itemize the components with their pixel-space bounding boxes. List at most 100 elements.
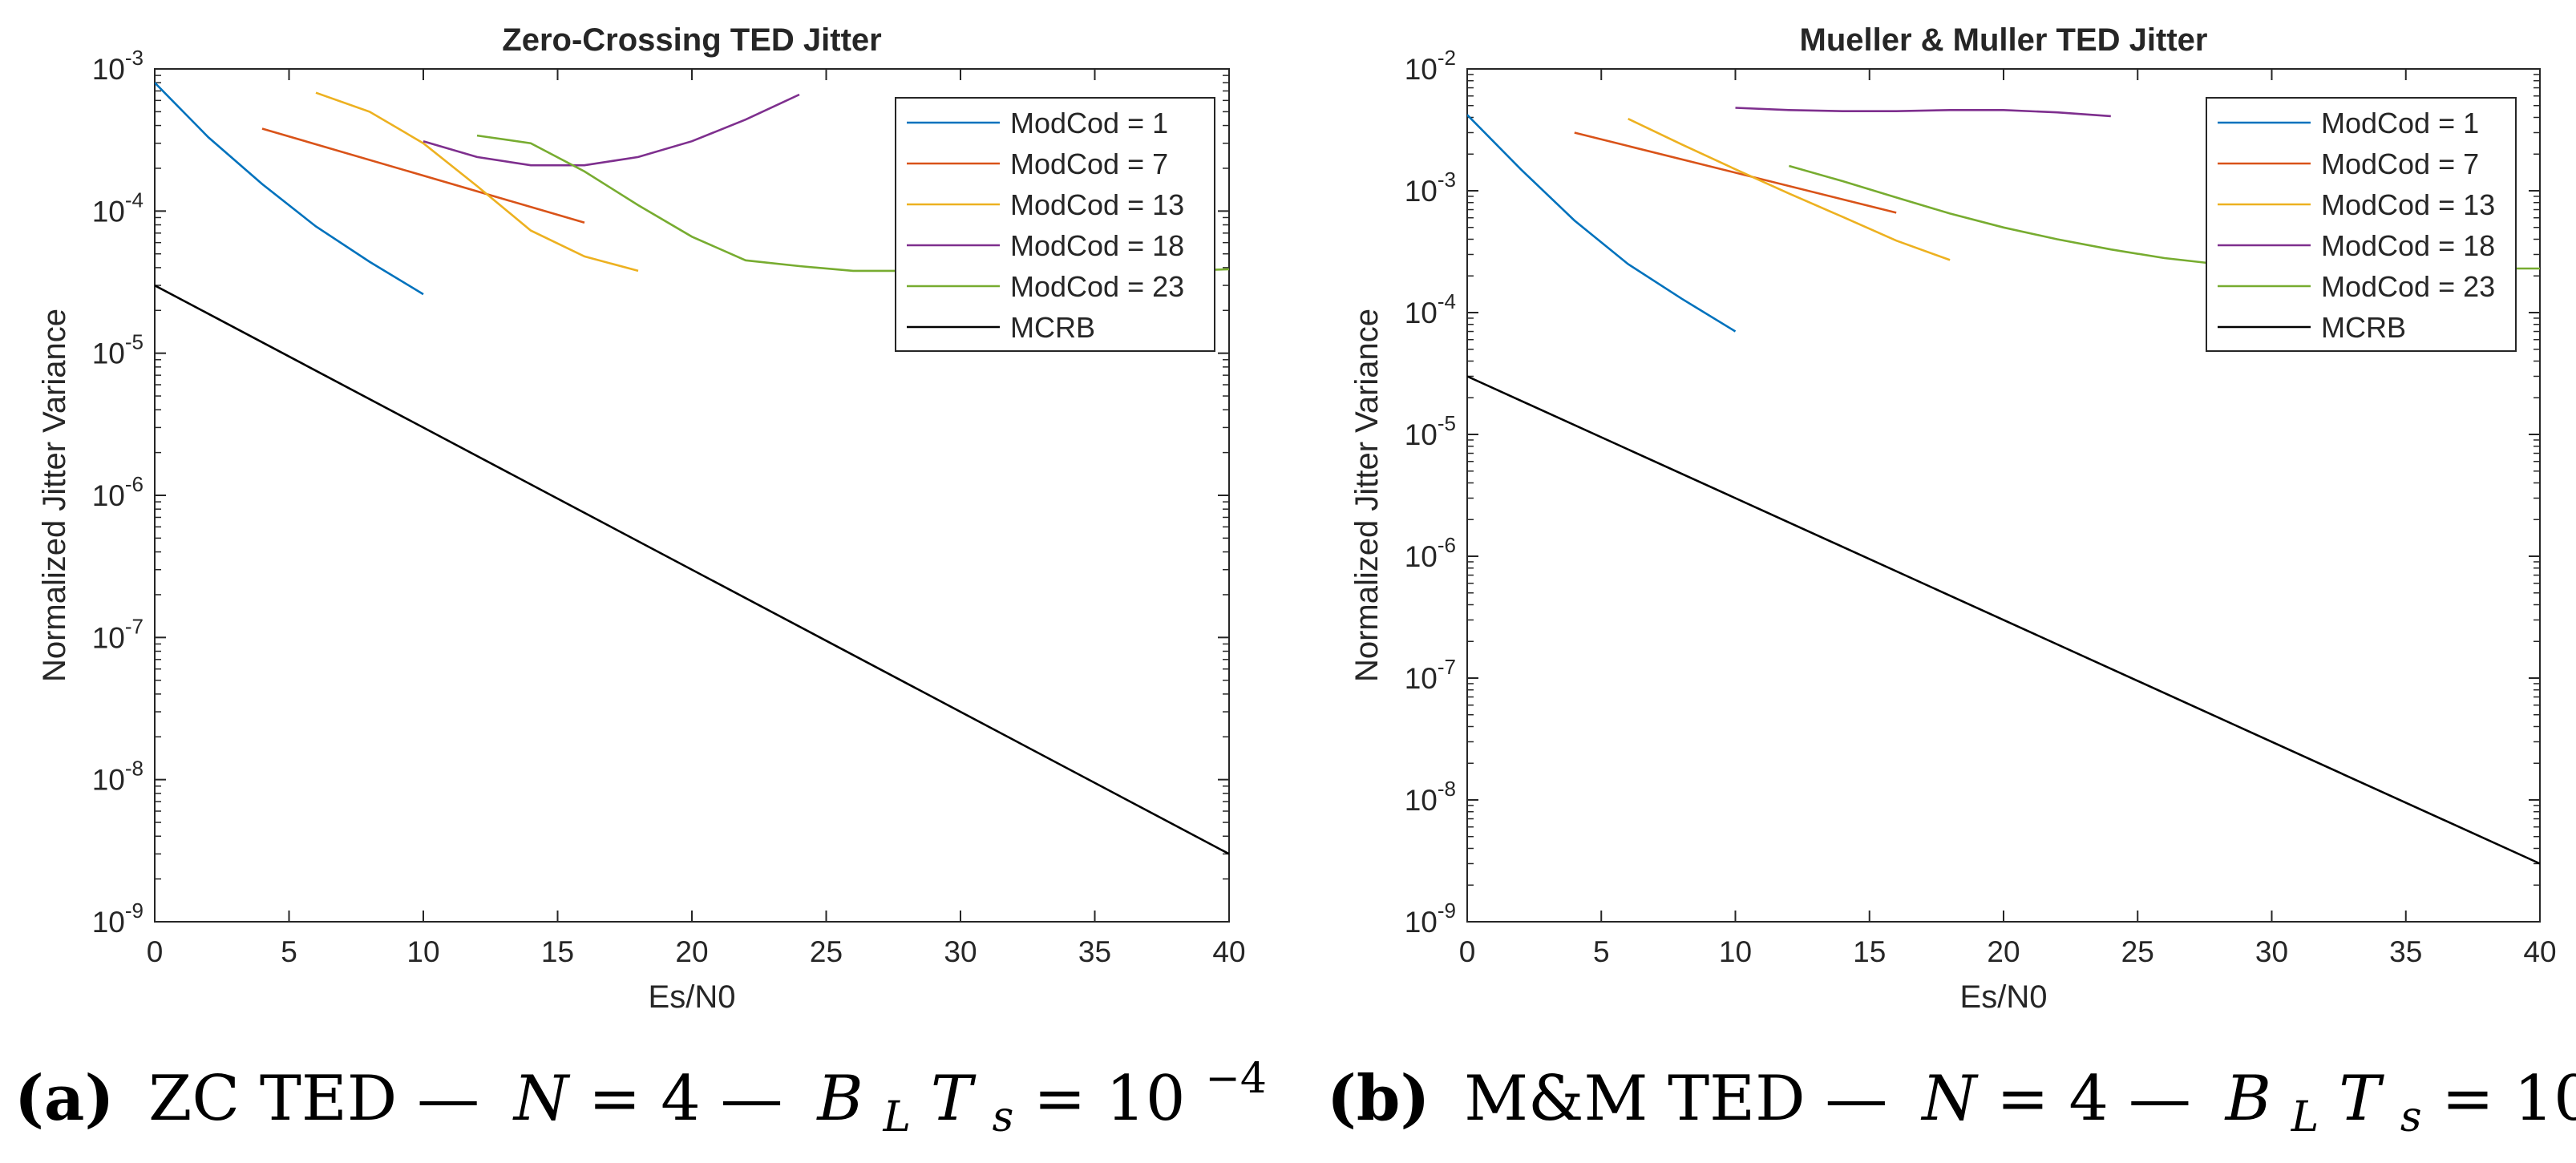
x-tick-label: 30 xyxy=(944,935,977,968)
y-tick-label: 10-4 xyxy=(92,188,144,228)
y-tick-base: 10 xyxy=(1405,540,1438,573)
x-tick-label: 10 xyxy=(1719,935,1752,968)
x-tick-label: 20 xyxy=(1987,935,2020,968)
y-tick-label: 10-7 xyxy=(1405,655,1456,695)
series-line-modcod-1 xyxy=(1467,114,1737,333)
x-tick-label: 15 xyxy=(541,935,574,968)
y-tick-base: 10 xyxy=(92,621,125,654)
y-axis-label: Normalized Jitter Variance xyxy=(37,309,72,682)
x-tick-label: 5 xyxy=(1593,935,1610,968)
y-tick-exponent: -7 xyxy=(1438,655,1456,679)
y-tick-label: 10-8 xyxy=(1405,777,1456,817)
y-tick-label: 10-2 xyxy=(1405,46,1456,86)
caption-a: (a) ZC TED — N = 4 — B L T s = 10 −4 xyxy=(14,1055,1267,1146)
x-tick-label: 40 xyxy=(1212,935,1245,968)
y-tick-exponent: -8 xyxy=(1438,777,1456,801)
caption-b-bl-subscript: L xyxy=(2291,1093,2319,1141)
series-line-modcod-13 xyxy=(315,91,639,273)
x-tick-label: 25 xyxy=(810,935,843,968)
caption-b-value: = 10 xyxy=(2441,1063,2576,1135)
legend-entry: ModCod = 18 xyxy=(2321,229,2495,262)
y-tick-label: 10-6 xyxy=(1405,533,1456,573)
y-tick-base: 10 xyxy=(92,906,125,939)
series-line-modcod-7 xyxy=(1574,131,1897,214)
y-tick-exponent: -4 xyxy=(125,188,144,212)
legend-entry: ModCod = 23 xyxy=(1010,270,1184,303)
caption-a-text: ZC TED — xyxy=(148,1063,479,1135)
y-tick-label: 10-6 xyxy=(92,472,144,512)
y-tick-exponent: -7 xyxy=(125,614,144,638)
y-tick-base: 10 xyxy=(1405,418,1438,451)
y-tick-exponent: -2 xyxy=(1438,46,1456,70)
panel-a-chart: Zero-Crossing TED Jitter 0 5 10 15 20 25 30 35 40… xyxy=(37,22,1246,1015)
caption-a-exponent: −4 xyxy=(1205,1055,1267,1103)
caption-a-ts-subscript: s xyxy=(993,1093,1014,1141)
x-tick-label: 35 xyxy=(1078,935,1111,968)
x-tick-label: 35 xyxy=(2389,935,2422,968)
y-tick-label: 10-4 xyxy=(1405,289,1456,329)
legend-entry: MCRB xyxy=(2321,311,2406,344)
y-tick-exponent: -8 xyxy=(125,757,144,781)
caption-a-ts-symbol: T xyxy=(931,1063,977,1135)
caption-b-bl-symbol: B xyxy=(2224,1063,2271,1135)
x-tick-label: 30 xyxy=(2255,935,2288,968)
y-tick-label: 10-5 xyxy=(1405,411,1456,451)
y-tick-label: 10-8 xyxy=(92,757,144,797)
x-axis-label: Es/N0 xyxy=(1960,979,2048,1015)
x-tick-label: 0 xyxy=(1459,935,1476,968)
legend-entry: ModCod = 7 xyxy=(2321,147,2479,180)
y-tick-base: 10 xyxy=(92,764,125,797)
y-tick-label: 10-3 xyxy=(1405,168,1456,208)
legend-entry: ModCod = 1 xyxy=(1010,107,1168,139)
legend-entry: ModCod = 1 xyxy=(2321,107,2479,139)
y-tick-exponent: -6 xyxy=(125,472,144,496)
y-tick-label: 10-9 xyxy=(1405,898,1456,939)
y-tick-exponent: -3 xyxy=(125,46,144,70)
caption-b-ts-subscript: s xyxy=(2400,1093,2422,1141)
legend-box xyxy=(895,97,1215,352)
x-tick-label: 25 xyxy=(2121,935,2154,968)
y-tick-label: 10-5 xyxy=(92,330,144,370)
legend-entry: MCRB xyxy=(1010,311,1095,344)
y-tick-base: 10 xyxy=(92,195,125,228)
x-tick-label: 40 xyxy=(2523,935,2556,968)
y-tick-base: 10 xyxy=(92,337,125,370)
y-tick-exponent: -9 xyxy=(125,898,144,923)
x-tick-label: 10 xyxy=(406,935,439,968)
y-tick-base: 10 xyxy=(1405,784,1438,817)
y-tick-exponent: -5 xyxy=(1438,411,1456,435)
series-line-mcrb xyxy=(155,284,1229,855)
y-tick-base: 10 xyxy=(1405,906,1438,939)
x-tick-label: 20 xyxy=(675,935,708,968)
caption-a-n-value: = 4 — xyxy=(588,1063,783,1135)
series-line-modcod-18 xyxy=(1735,107,2111,118)
caption-b-text: M&M TED — xyxy=(1464,1063,1887,1135)
y-tick-exponent: -5 xyxy=(125,330,144,354)
x-tick-label: 5 xyxy=(281,935,297,968)
legend-entry: ModCod = 7 xyxy=(1010,147,1168,180)
legend-entry: ModCod = 13 xyxy=(2321,188,2495,221)
caption-b-n-value: = 4 — xyxy=(1996,1063,2191,1135)
series-line-modcod-13 xyxy=(1628,118,1951,261)
chart-title: Zero-Crossing TED Jitter xyxy=(502,22,881,58)
y-tick-label: 10-3 xyxy=(92,46,144,86)
x-tick-label: 0 xyxy=(147,935,164,968)
y-tick-exponent: -9 xyxy=(1438,898,1456,923)
legend-entry: ModCod = 23 xyxy=(2321,270,2495,303)
caption-a-bl-subscript: L xyxy=(882,1093,911,1141)
y-tick-base: 10 xyxy=(1405,53,1438,86)
series-line-modcod-1 xyxy=(155,82,424,296)
y-tick-exponent: -3 xyxy=(1438,168,1456,192)
y-tick-base: 10 xyxy=(1405,175,1438,208)
series-line-modcod-7 xyxy=(261,127,585,224)
y-tick-base: 10 xyxy=(92,479,125,512)
caption-b-n-symbol: N xyxy=(1920,1063,1979,1135)
caption-a-label: (a) xyxy=(14,1062,114,1135)
series-line-modcod-18 xyxy=(423,93,800,167)
y-tick-exponent: -4 xyxy=(1438,289,1456,313)
caption-b-ts-symbol: T xyxy=(2339,1063,2384,1135)
caption-a-bl-symbol: B xyxy=(815,1063,863,1135)
x-axis-label: Es/N0 xyxy=(649,979,736,1015)
y-axis-label: Normalized Jitter Variance xyxy=(1349,309,1385,682)
